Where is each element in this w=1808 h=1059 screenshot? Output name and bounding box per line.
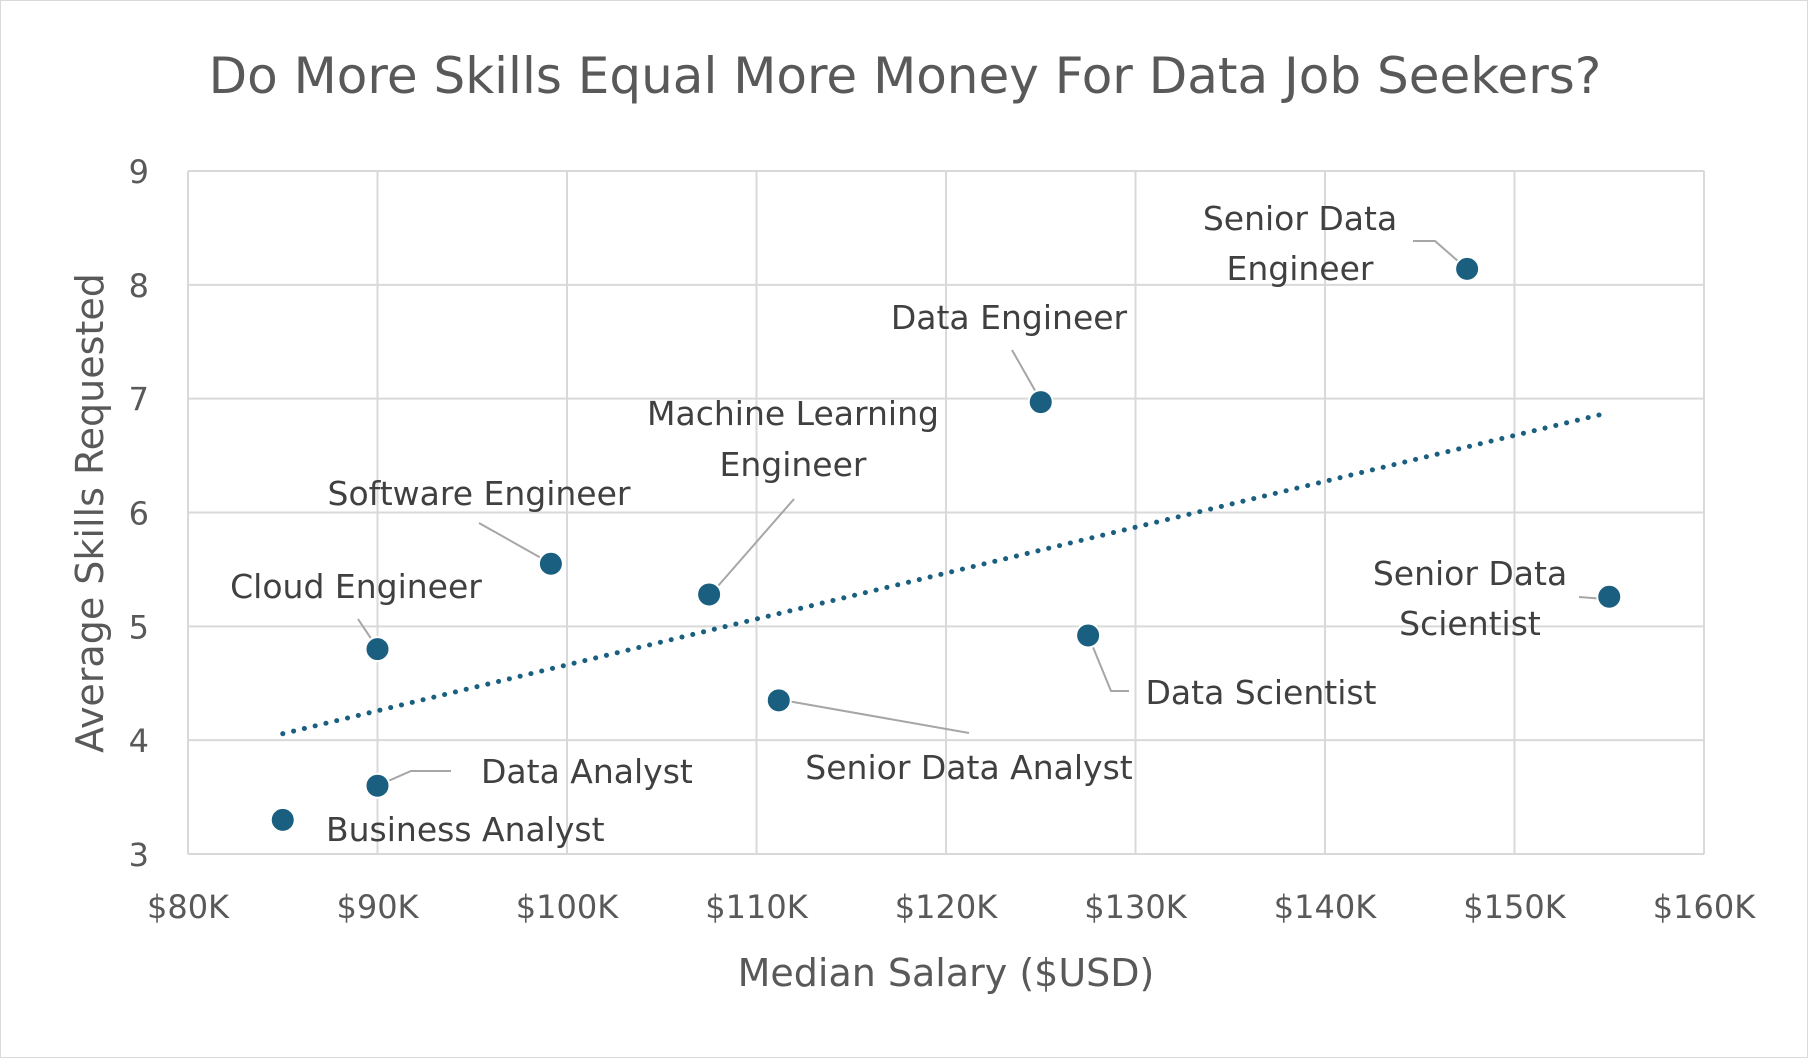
leader-line (478, 522, 551, 564)
y-axis-title: Average Skills Requested (68, 273, 112, 753)
y-tick-label: 6 (129, 495, 149, 533)
y-tick-label: 9 (129, 153, 149, 191)
y-tick-label: 7 (129, 381, 149, 419)
x-tick-label: $160K (1653, 888, 1756, 926)
tick-labels: $80K $90K $100K $110K $120K $130K $140K $150K $1… (129, 153, 1757, 926)
data-point (269, 806, 296, 833)
y-tick-label: 8 (129, 267, 149, 305)
data-point (765, 687, 792, 714)
x-tick-label: $110K (705, 888, 808, 926)
data-point (364, 636, 391, 663)
x-tick-label: $150K (1463, 888, 1566, 926)
gridlines (187, 170, 1705, 855)
data-label: Senior Data Engineer (1203, 199, 1397, 288)
data-labels: Business Analyst Data Analyst Cloud Engine… (230, 199, 1567, 849)
data-point (537, 550, 564, 577)
data-points (269, 255, 1623, 833)
x-tick-label: $130K (1084, 888, 1187, 926)
data-point (696, 581, 723, 608)
leader-line (781, 699, 970, 734)
data-label: Senior Data Scientist (1373, 554, 1567, 643)
x-tick-label: $140K (1274, 888, 1377, 926)
data-label: Data Analyst (481, 752, 693, 791)
data-label: Software Engineer (328, 474, 631, 513)
leader-lines (284, 240, 1606, 824)
data-label: Data Scientist (1146, 673, 1377, 712)
data-label: Machine Learning Engineer (647, 394, 939, 484)
data-label: Data Engineer (891, 298, 1128, 337)
data-label: Cloud Engineer (230, 567, 482, 606)
data-label: Business Analyst (326, 810, 605, 849)
leader-line (1087, 634, 1129, 692)
y-tick-label: 3 (129, 836, 149, 874)
data-point (364, 772, 391, 799)
x-tick-label: $80K (147, 888, 230, 926)
leader-line (1413, 240, 1468, 270)
x-tick-label: $90K (336, 888, 419, 926)
leader-line (378, 770, 451, 786)
data-label: Senior Data Analyst (805, 748, 1132, 787)
data-point (1454, 255, 1481, 282)
x-tick-label: $100K (516, 888, 619, 926)
x-tick-label: $120K (895, 888, 998, 926)
y-tick-label: 4 (129, 722, 149, 760)
data-point (1075, 622, 1102, 649)
data-point (1596, 583, 1623, 610)
data-point (1027, 389, 1054, 416)
leader-line (710, 498, 795, 595)
x-axis-title: Median Salary ($USD) (738, 951, 1155, 995)
chart-title: Do More Skills Equal More Money For Data… (209, 47, 1602, 105)
y-tick-label: 5 (129, 608, 149, 646)
